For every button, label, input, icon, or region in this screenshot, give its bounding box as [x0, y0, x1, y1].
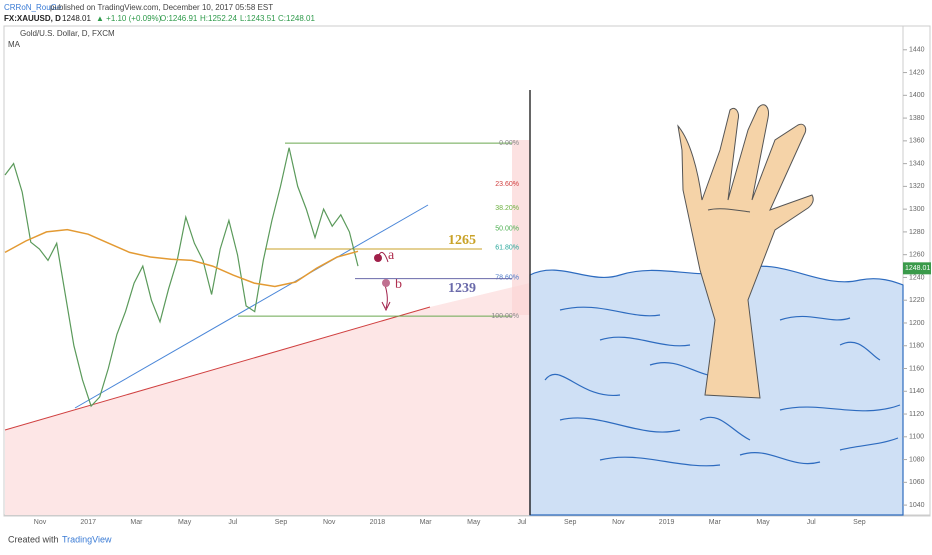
footer: Created with [8, 534, 59, 544]
price: 1248.01 [62, 14, 91, 23]
trend-line [74, 204, 429, 409]
annotation: b [395, 277, 402, 292]
fib-label: 61.80% [495, 245, 519, 252]
waves [544, 306, 901, 467]
y-tick-label: 1080 [909, 456, 925, 463]
y-tick-label: 1120 [909, 411, 924, 418]
y-tick-label: 1400 [909, 92, 925, 99]
pink-strip [512, 140, 530, 315]
footer-brand: TradingView [62, 534, 112, 544]
x-tick-label: Nov [323, 519, 336, 526]
fib-label: 23.60% [495, 181, 519, 188]
last-price-label: 1248.01 [905, 265, 930, 272]
y-tick-label: 1280 [909, 229, 925, 236]
x-tick-label: 2018 [370, 519, 386, 526]
x-tick-label: Mar [420, 519, 433, 526]
x-tick-label: 2019 [659, 519, 675, 526]
change: ▲ +1.10 (+0.09%) [96, 14, 162, 23]
price-line [4, 147, 359, 408]
point [382, 279, 390, 287]
x-tick-label: Nov [612, 519, 625, 526]
high: H:1252.24 [200, 14, 237, 23]
x-tick-label: May [467, 519, 481, 526]
y-tick-label: 1140 [909, 388, 924, 395]
close: C:1248.01 [278, 14, 315, 23]
x-tick-label: Jul [228, 519, 237, 526]
fib-label: 50.00% [495, 225, 519, 232]
trend-line [4, 306, 431, 431]
fib-label: 100.00% [491, 313, 519, 320]
x-tick-label: Nov [34, 519, 47, 526]
hand-crease [707, 208, 751, 213]
y-tick-label: 1300 [909, 206, 925, 213]
y-tick-label: 1180 [909, 343, 924, 350]
legend-entry: MA [8, 40, 21, 49]
fib-label: 78.60% [495, 274, 519, 281]
fib-label: 38.20% [495, 205, 519, 212]
published: published on TradingView.com, December 1… [50, 3, 273, 12]
fib-label: 0.00% [499, 140, 519, 147]
y-tick-label: 1440 [909, 47, 925, 54]
ma-line [4, 228, 359, 288]
last-price-box [903, 262, 931, 275]
y-tick-label: 1320 [909, 183, 925, 190]
level-label: 1239 [448, 281, 476, 296]
arrow [381, 284, 391, 312]
x-tick-label: Mar [130, 519, 143, 526]
x-tick-label: May [756, 519, 770, 526]
annotation: a [388, 248, 395, 263]
x-tick-label: 2017 [80, 519, 96, 526]
y-tick-label: 1420 [909, 69, 925, 76]
x-tick-label: Jul [807, 519, 816, 526]
x-tick-label: Mar [709, 519, 722, 526]
level-label: 1265 [448, 233, 476, 248]
y-tick-label: 1380 [909, 115, 925, 122]
low: L:1243.51 [240, 14, 276, 23]
y-tick-label: 1060 [909, 479, 925, 486]
pink-zone [5, 283, 530, 515]
y-tick-label: 1240 [909, 274, 925, 281]
open: O:1246.91 [160, 14, 198, 23]
author: CRRoN_RouGe [4, 3, 62, 12]
x-tick-label: Sep [564, 519, 577, 526]
point [374, 254, 382, 262]
legend-entry: Gold/U.S. Dollar, D, FXCM [20, 29, 115, 38]
x-tick-label: Jul [518, 519, 527, 526]
symbol: FX:XAUUSD, D [4, 14, 61, 23]
y-tick-label: 1260 [909, 252, 925, 259]
y-tick-label: 1100 [909, 434, 924, 441]
y-tick-label: 1340 [909, 160, 925, 167]
y-tick-label: 1220 [909, 297, 925, 304]
y-tick-label: 1040 [909, 502, 925, 509]
y-tick-label: 1160 [909, 365, 924, 372]
y-tick-label: 1200 [909, 320, 925, 327]
x-tick-label: Sep [853, 519, 866, 526]
x-tick-label: Sep [275, 519, 288, 526]
y-tick-label: 1360 [909, 138, 925, 145]
x-tick-label: May [178, 519, 192, 526]
hand [677, 104, 814, 399]
